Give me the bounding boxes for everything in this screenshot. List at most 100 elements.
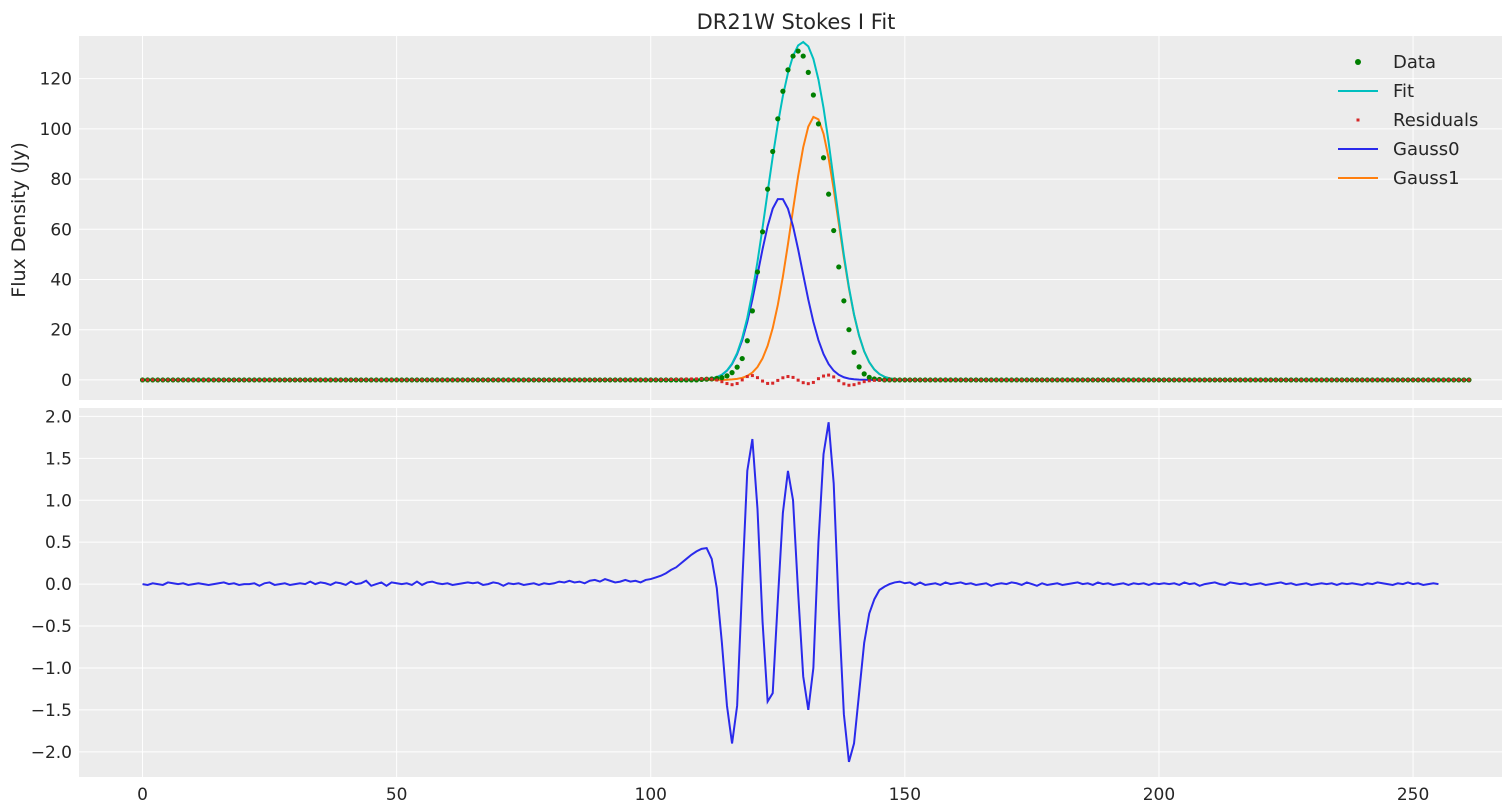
residual-point	[1030, 378, 1034, 382]
residual-point	[1365, 378, 1369, 382]
y-tick-label: −1.5	[31, 701, 72, 721]
residual-point	[1187, 378, 1191, 382]
residual-point	[567, 378, 571, 382]
residual-point	[273, 378, 277, 382]
data-point	[800, 53, 806, 59]
data-point	[795, 48, 801, 54]
residual-point	[547, 378, 551, 382]
y-tick-label: 120	[40, 70, 72, 90]
residual-point	[222, 378, 226, 382]
residual-point	[481, 378, 485, 382]
residual-point	[1198, 378, 1202, 382]
residual-point	[257, 378, 261, 382]
residual-point	[141, 378, 145, 382]
residual-point	[842, 382, 846, 386]
residual-point	[1259, 378, 1263, 382]
residual-point	[329, 378, 333, 382]
residual-point	[1116, 378, 1120, 382]
residual-point	[496, 378, 500, 382]
y-tick-label: −2.0	[31, 743, 72, 763]
residual-point	[588, 378, 592, 382]
data-point	[831, 227, 837, 234]
residual-point	[1086, 378, 1090, 382]
residual-point	[1111, 378, 1115, 382]
residual-point	[1142, 378, 1146, 382]
residual-point	[984, 378, 988, 382]
residual-point	[583, 378, 587, 382]
residual-point	[613, 378, 617, 382]
residual-point	[476, 378, 480, 382]
residual-point	[1015, 378, 1019, 382]
residual-point	[1289, 378, 1293, 382]
residual-point	[999, 378, 1003, 382]
residual-point	[1137, 378, 1141, 382]
residual-point	[944, 378, 948, 382]
residual-point	[242, 378, 246, 382]
residual-point	[679, 377, 683, 381]
residual-point	[318, 378, 322, 382]
residual-point	[761, 379, 765, 383]
residual-point	[877, 378, 881, 382]
residual-point	[1020, 378, 1024, 382]
residual-point	[1147, 378, 1151, 382]
residual-point	[603, 378, 607, 382]
x-tick-label: 150	[889, 785, 921, 805]
residual-point	[898, 378, 902, 382]
residual-point	[1294, 378, 1298, 382]
data-point	[790, 53, 796, 59]
residual-point	[1396, 378, 1400, 382]
residual-point	[512, 378, 516, 382]
residual-point	[1213, 378, 1217, 382]
residual-point	[196, 378, 200, 382]
residual-point	[872, 378, 876, 382]
residual-point	[964, 378, 968, 382]
residual-point	[1264, 378, 1268, 382]
residual-point	[1345, 378, 1349, 382]
y-tick-label: −1.0	[31, 659, 72, 679]
legend-marker-data	[1355, 59, 1361, 65]
residual-point	[293, 378, 297, 382]
residual-point	[1167, 378, 1171, 382]
residual-point	[1406, 378, 1410, 382]
x-ticks: 0 50 100 150 200 250	[137, 785, 1429, 805]
residual-point	[349, 378, 353, 382]
residual-point	[1096, 378, 1100, 382]
residual-point	[959, 378, 963, 382]
residual-point	[146, 378, 150, 382]
residual-point	[522, 378, 526, 382]
residual-point	[740, 378, 744, 382]
residual-point	[801, 381, 805, 385]
residual-point	[1447, 378, 1451, 382]
residual-point	[1223, 378, 1227, 382]
residual-point	[369, 378, 373, 382]
residual-point	[1304, 378, 1308, 382]
residual-point	[181, 378, 185, 382]
residual-point	[252, 378, 256, 382]
data-point	[719, 375, 725, 381]
residual-point	[862, 380, 866, 384]
residual-point	[1182, 378, 1186, 382]
legend-label: Residuals	[1393, 110, 1478, 131]
residual-point	[562, 378, 566, 382]
residual-point	[888, 378, 892, 382]
residual-point	[1426, 378, 1430, 382]
residual-point	[623, 378, 627, 382]
data-point	[815, 121, 822, 127]
residual-point	[212, 378, 216, 382]
residual-point	[578, 378, 582, 382]
legend-label: Fit	[1393, 81, 1414, 102]
data-point	[841, 298, 847, 304]
residual-point	[303, 378, 307, 382]
y-tick-label: 1.5	[45, 449, 72, 469]
residual-point	[1060, 378, 1064, 382]
data-point	[810, 92, 816, 98]
residual-point	[410, 378, 414, 382]
residual-point	[232, 378, 236, 382]
residual-point	[654, 378, 658, 382]
residual-point	[1375, 378, 1379, 382]
residual-point	[1411, 378, 1415, 382]
residual-point	[1152, 378, 1156, 382]
residual-point	[816, 377, 820, 381]
residual-point	[247, 378, 251, 382]
residual-point	[923, 378, 927, 382]
